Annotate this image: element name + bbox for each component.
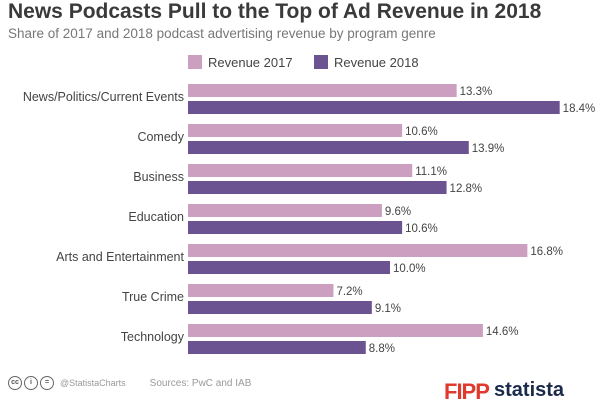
bar-news-politics-current-events-revenue-2018 xyxy=(188,101,560,114)
value-label-arts-and-entertainment-revenue-2018: 10.0% xyxy=(393,263,426,275)
legend-label-revenue-2017: Revenue 2017 xyxy=(208,55,293,70)
value-label-comedy-revenue-2017: 10.6% xyxy=(405,126,438,138)
bar-comedy-revenue-2017 xyxy=(188,124,403,137)
bar-news-politics-current-events-revenue-2017 xyxy=(188,84,457,97)
bar-arts-and-entertainment-revenue-2018 xyxy=(188,261,390,274)
value-label-news-politics-current-events-revenue-2017: 13.3% xyxy=(460,86,493,98)
value-label-education-revenue-2018: 10.6% xyxy=(405,223,438,235)
bar-business-revenue-2017 xyxy=(188,164,413,177)
fipp-logo: FIPP xyxy=(444,379,490,404)
category-label-business: Business xyxy=(133,170,184,184)
credit-text: @StatistaCharts xyxy=(60,378,126,388)
category-label-arts-and-entertainment: Arts and Entertainment xyxy=(56,250,184,264)
value-label-technology-revenue-2017: 14.6% xyxy=(486,326,519,338)
bar-true-crime-revenue-2018 xyxy=(188,301,372,314)
bar-business-revenue-2018 xyxy=(188,181,447,194)
category-label-true-crime: True Crime xyxy=(122,290,184,304)
bar-technology-revenue-2018 xyxy=(188,341,366,354)
nd-icon: = xyxy=(40,376,54,390)
bar-education-revenue-2018 xyxy=(188,221,403,234)
bar-chart: Revenue 2017 Revenue 2018 News/Politics/Cu… xyxy=(23,55,596,355)
value-label-arts-and-entertainment-revenue-2017: 16.8% xyxy=(530,246,563,258)
bar-comedy-revenue-2018 xyxy=(188,141,469,154)
chart-subtitle: Share of 2017 and 2018 podcast advertisi… xyxy=(8,26,436,41)
value-label-true-crime-revenue-2017: 7.2% xyxy=(336,286,362,298)
bar-technology-revenue-2017 xyxy=(188,324,483,337)
legend-swatch-revenue-2017 xyxy=(188,55,202,69)
chart-title: News Podcasts Pull to the Top of Ad Reve… xyxy=(8,0,542,23)
value-label-technology-revenue-2018: 8.8% xyxy=(369,343,395,355)
value-label-business-revenue-2018: 12.8% xyxy=(450,183,483,195)
legend-label-revenue-2018: Revenue 2018 xyxy=(334,55,419,70)
sources-text: Sources: PwC and IAB xyxy=(149,377,252,389)
value-label-business-revenue-2017: 11.1% xyxy=(415,166,447,178)
value-label-news-politics-current-events-revenue-2018: 18.4% xyxy=(563,103,596,115)
license-icons: cc i = xyxy=(8,376,54,390)
cc-icon: cc xyxy=(8,376,22,390)
legend-swatch-revenue-2018 xyxy=(314,55,328,69)
value-label-true-crime-revenue-2018: 9.1% xyxy=(375,303,401,315)
footer-left: cc i = @StatistaCharts Sources: PwC and … xyxy=(8,376,251,390)
bar-true-crime-revenue-2017 xyxy=(188,284,334,297)
category-label-education: Education xyxy=(128,210,184,224)
value-label-comedy-revenue-2018: 13.9% xyxy=(472,143,505,155)
category-label-technology: Technology xyxy=(121,330,185,344)
bar-arts-and-entertainment-revenue-2017 xyxy=(188,244,528,257)
bar-education-revenue-2017 xyxy=(188,204,382,217)
category-label-comedy: Comedy xyxy=(137,130,184,144)
by-icon: i xyxy=(24,376,38,390)
category-label-news-politics-current-events: News/Politics/Current Events xyxy=(23,90,184,104)
statista-logo: statista xyxy=(494,379,565,401)
value-label-education-revenue-2017: 9.6% xyxy=(385,206,411,218)
